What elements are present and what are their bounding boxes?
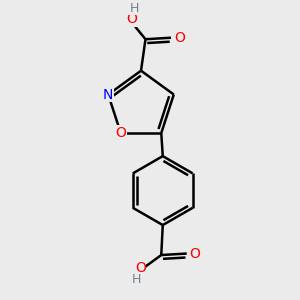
- Text: H: H: [130, 2, 139, 15]
- Text: O: O: [174, 31, 185, 45]
- Text: O: O: [126, 12, 137, 26]
- Text: O: O: [135, 261, 146, 274]
- Text: O: O: [190, 247, 201, 260]
- Text: H: H: [132, 273, 141, 286]
- Text: N: N: [103, 88, 113, 101]
- Text: O: O: [115, 126, 126, 140]
